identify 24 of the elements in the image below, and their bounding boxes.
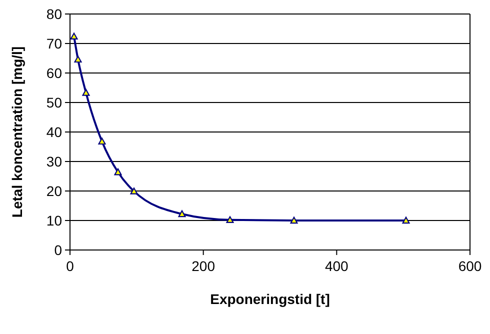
point <box>74 56 82 63</box>
x-axis-title: Exponeringstid [t] <box>210 291 330 307</box>
y-tick-label: 50 <box>46 94 62 110</box>
y-tick-label: 70 <box>46 35 62 52</box>
point <box>130 188 138 194</box>
point <box>226 216 234 224</box>
y-tick-label: 60 <box>46 64 62 81</box>
y-axis-title: Letal koncentration [mg/l] <box>9 46 25 218</box>
y-tick-label: 10 <box>46 212 62 228</box>
x-tick-label: 200 <box>192 258 216 274</box>
point <box>114 168 122 176</box>
x-tick-label: 400 <box>324 258 349 274</box>
point <box>178 210 186 218</box>
y-tick-label: 80 <box>46 6 62 22</box>
point <box>402 216 410 224</box>
y-tick-label: 20 <box>46 182 62 199</box>
y-tick-label: 40 <box>46 124 62 140</box>
x-tick-label: 0 <box>66 258 74 274</box>
point <box>98 138 106 145</box>
point <box>290 216 298 224</box>
x-tick-label: 600 <box>458 258 482 274</box>
point <box>82 89 90 96</box>
y-tick-label: 30 <box>46 153 62 170</box>
y-tick-label: 0 <box>54 242 62 258</box>
